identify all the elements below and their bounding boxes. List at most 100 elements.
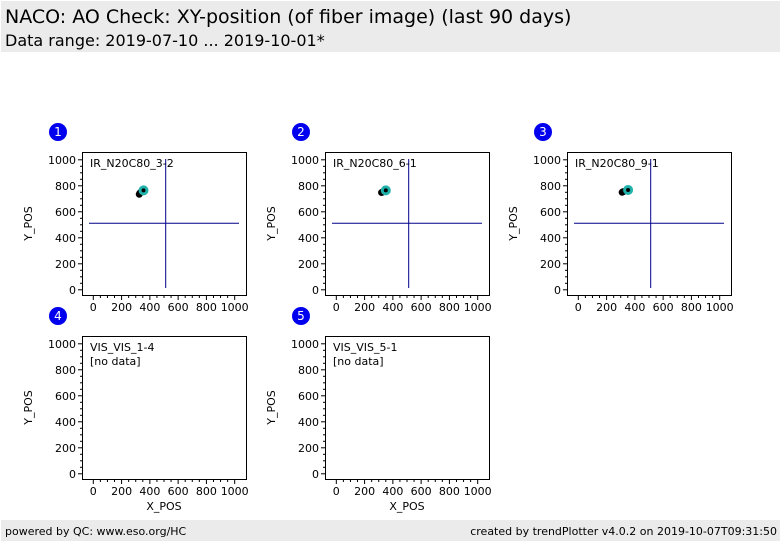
plot-frame [82, 336, 247, 480]
y-tick-label: 200 [298, 442, 319, 455]
y-tick-label: 400 [55, 416, 76, 429]
y-tick-label: 600 [298, 206, 319, 219]
badge-number: 1 [54, 125, 62, 139]
y-tick-label: 600 [540, 206, 561, 219]
y-tick-label: 1000 [291, 154, 319, 167]
x-axis-label: X_POS [389, 500, 424, 513]
badge-circle [49, 307, 67, 325]
x-tick-label: 200 [111, 301, 132, 314]
badge-circle [292, 307, 310, 325]
page-title: NACO: AO Check: XY-position (of fiber im… [5, 6, 572, 28]
no-data-note: [no data] [90, 355, 141, 368]
y-tick-label: 400 [298, 416, 319, 429]
y-tick-label: 400 [55, 232, 76, 245]
x-tick-label: 0 [575, 301, 582, 314]
x-tick-label: 0 [90, 485, 97, 498]
y-axis-label: Y_POS [22, 390, 35, 426]
y-tick-label: 200 [540, 258, 561, 271]
x-tick-label: 600 [411, 485, 432, 498]
x-tick-label: 0 [90, 301, 97, 314]
y-tick-label: 800 [298, 364, 319, 377]
y-tick-label: 200 [55, 258, 76, 271]
y-tick-label: 1000 [48, 338, 76, 351]
y-axis-label: Y_POS [265, 390, 278, 426]
y-tick-label: 400 [540, 232, 561, 245]
x-tick-label: 200 [354, 485, 375, 498]
data-point-center [141, 188, 146, 193]
y-tick-label: 1000 [48, 154, 76, 167]
y-tick-label: 0 [69, 284, 76, 297]
plot-frame [325, 336, 490, 480]
plot-frame [567, 152, 732, 296]
y-axis-label: Y_POS [22, 206, 35, 242]
y-tick-label: 200 [55, 442, 76, 455]
y-tick-label: 0 [312, 468, 319, 481]
plot-frame [325, 152, 490, 296]
x-tick-label: 1000 [221, 485, 249, 498]
x-tick-label: 800 [196, 301, 217, 314]
panel-label: IR_N20C80_6-1 [333, 157, 417, 170]
no-data-note: [no data] [333, 355, 384, 368]
badge-number: 5 [297, 309, 305, 323]
chart-panel-3: 3 0 200 400 600 800 1000 0 200 400 600 800 1000 Y_POS… [507, 123, 734, 314]
badge-circle [534, 123, 552, 141]
y-tick-label: 1000 [291, 338, 319, 351]
y-tick-label: 0 [312, 284, 319, 297]
x-tick-label: 800 [439, 301, 460, 314]
x-tick-label: 600 [653, 301, 674, 314]
x-tick-label: 0 [333, 301, 340, 314]
panel-label: VIS_VIS_1-4 [90, 341, 154, 354]
x-tick-label: 600 [168, 485, 189, 498]
x-tick-label: 200 [596, 301, 617, 314]
x-tick-label: 1000 [221, 301, 249, 314]
chart-panel-4: 4 0 200 400 600 800 1000 0 200 400 600 800 1000 Y_POS… [22, 307, 249, 513]
y-tick-label: 200 [298, 258, 319, 271]
x-tick-label: 1000 [464, 485, 492, 498]
x-tick-label: 1000 [464, 301, 492, 314]
panel-label: IR_N20C80_3-2 [90, 157, 174, 170]
footer-created: created by trendPlotter v4.0.2 on 2019-1… [470, 525, 777, 538]
y-tick-label: 800 [55, 364, 76, 377]
x-tick-label: 200 [354, 301, 375, 314]
y-tick-label: 800 [540, 180, 561, 193]
y-tick-label: 600 [55, 390, 76, 403]
x-tick-label: 800 [439, 485, 460, 498]
x-tick-label: 600 [411, 301, 432, 314]
badge-number: 4 [54, 309, 62, 323]
y-tick-label: 800 [55, 180, 76, 193]
panel-label: VIS_VIS_5-1 [333, 341, 397, 354]
x-axis-label: X_POS [146, 500, 181, 513]
y-tick-label: 1000 [533, 154, 561, 167]
page-subtitle: Data range: 2019-07-10 ... 2019-10-01* [5, 31, 325, 50]
x-tick-label: 800 [681, 301, 702, 314]
chart-panel-5: 5 0 200 400 600 800 1000 0 200 400 600 800 1000 Y_POS… [265, 307, 492, 513]
x-tick-label: 400 [139, 301, 160, 314]
badge-number: 3 [539, 125, 547, 139]
x-tick-label: 0 [333, 485, 340, 498]
y-tick-label: 0 [554, 284, 561, 297]
panel-label: IR_N20C80_9-1 [575, 157, 659, 170]
badge-circle [292, 123, 310, 141]
y-tick-label: 600 [298, 390, 319, 403]
x-tick-label: 200 [111, 485, 132, 498]
y-axis-label: Y_POS [507, 206, 520, 242]
chart-panel-2: 2 0 200 400 600 800 1000 0 200 400 600 800 1000 Y_POS… [265, 123, 492, 314]
y-tick-label: 0 [69, 468, 76, 481]
x-tick-label: 400 [382, 301, 403, 314]
y-tick-label: 800 [298, 180, 319, 193]
footer-credit: powered by QC: www.eso.org/HC [5, 525, 187, 538]
footer-bar: powered by QC: www.eso.org/HC created by… [1, 520, 780, 541]
data-point-center [626, 187, 631, 192]
x-tick-label: 400 [624, 301, 645, 314]
y-tick-label: 600 [55, 206, 76, 219]
chart-panel-1: 1 0 200 400 600 800 1000 0 200 400 600 800 1000 Y_POS… [22, 123, 249, 314]
y-axis-label: Y_POS [265, 206, 278, 242]
x-tick-label: 400 [382, 485, 403, 498]
data-point-center [383, 188, 388, 193]
badge-circle [49, 123, 67, 141]
x-tick-label: 800 [196, 485, 217, 498]
x-tick-label: 600 [168, 301, 189, 314]
header-bar: NACO: AO Check: XY-position (of fiber im… [1, 1, 780, 52]
badge-number: 2 [297, 125, 305, 139]
